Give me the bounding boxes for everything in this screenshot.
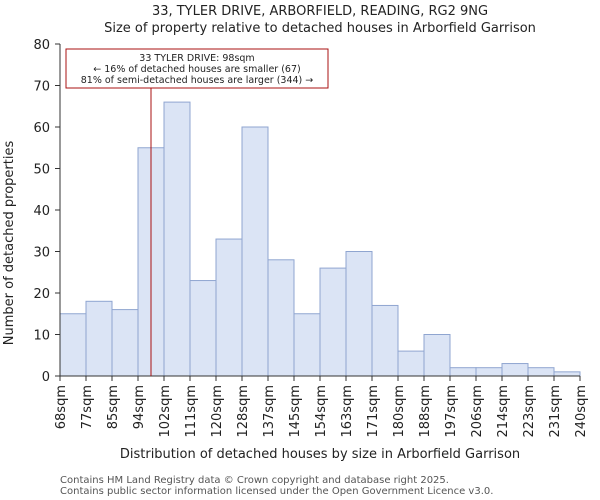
x-tick-label: 145sqm bbox=[288, 385, 303, 438]
x-tick-label: 163sqm bbox=[340, 385, 355, 438]
bar-111sqm bbox=[189, 280, 217, 377]
x-tick-label: 77sqm bbox=[80, 385, 95, 429]
bar-85sqm bbox=[111, 309, 139, 377]
bar-102sqm bbox=[163, 101, 191, 377]
x-tick-label: 231sqm bbox=[548, 385, 563, 438]
bar-120sqm bbox=[215, 238, 243, 377]
x-tick-label: 154sqm bbox=[314, 385, 329, 438]
y-tick-label: 60 bbox=[33, 121, 50, 136]
y-tick-label: 20 bbox=[33, 287, 50, 302]
x-tick-label: 68sqm bbox=[54, 385, 69, 429]
x-tick-label: 102sqm bbox=[158, 385, 173, 438]
x-axis-ticks: 68sqm 77sqm 85sqm 94sqm 102sqm 111sqm 120sqm 12… bbox=[54, 376, 589, 438]
bar-77sqm bbox=[85, 300, 113, 377]
bar-223sqm bbox=[527, 367, 555, 377]
x-tick-label: 171sqm bbox=[366, 385, 381, 438]
annotation-line-1: 33 TYLER DRIVE: 98sqm bbox=[139, 53, 254, 64]
y-axis-label: Number of detached properties bbox=[2, 141, 17, 346]
y-tick-label: 0 bbox=[42, 370, 50, 385]
footer-line-1: Contains HM Land Registry data © Crown c… bbox=[60, 475, 449, 486]
footer-line-2: Contains public sector information licen… bbox=[60, 486, 493, 497]
bar-214sqm bbox=[501, 363, 529, 377]
annotation-box: 33 TYLER DRIVE: 98sqm ← 16% of detached … bbox=[65, 48, 329, 89]
y-tick-label: 50 bbox=[33, 163, 50, 178]
x-tick-label: 111sqm bbox=[184, 385, 199, 438]
bar-206sqm bbox=[475, 367, 503, 377]
y-tick-label: 30 bbox=[33, 246, 50, 261]
chart-title: 33, TYLER DRIVE, ARBORFIELD, READING, RG… bbox=[152, 4, 488, 19]
x-tick-label: 240sqm bbox=[574, 385, 589, 438]
x-tick-label: 94sqm bbox=[132, 385, 147, 429]
bar-163sqm bbox=[345, 251, 373, 377]
x-tick-label: 188sqm bbox=[418, 385, 433, 438]
x-tick-label: 197sqm bbox=[444, 385, 459, 438]
bar-68sqm bbox=[59, 313, 87, 377]
y-tick-label: 70 bbox=[33, 80, 50, 95]
x-tick-label: 223sqm bbox=[522, 385, 537, 438]
bar-188sqm bbox=[423, 334, 451, 377]
bar-128sqm bbox=[241, 126, 269, 377]
y-tick-label: 80 bbox=[33, 38, 50, 53]
x-tick-label: 206sqm bbox=[470, 385, 485, 438]
bar-231sqm bbox=[553, 371, 581, 377]
x-tick-label: 128sqm bbox=[236, 385, 251, 438]
y-tick-label: 10 bbox=[33, 329, 50, 344]
bars-group bbox=[59, 101, 581, 377]
annotation-line-2: ← 16% of detached houses are smaller (67… bbox=[93, 64, 300, 75]
bar-137sqm bbox=[267, 259, 295, 377]
annotation-line-3: 81% of semi-detached houses are larger (… bbox=[81, 75, 314, 86]
x-tick-label: 137sqm bbox=[262, 385, 277, 438]
bar-180sqm bbox=[397, 350, 425, 377]
bar-145sqm bbox=[293, 313, 321, 377]
bar-154sqm bbox=[319, 267, 347, 377]
x-tick-label: 120sqm bbox=[210, 385, 225, 438]
y-tick-label: 40 bbox=[33, 204, 50, 219]
y-axis-ticks: 0 10 20 30 40 50 60 70 80 bbox=[33, 38, 60, 385]
x-axis-label: Distribution of detached houses by size … bbox=[120, 447, 520, 462]
x-tick-label: 85sqm bbox=[106, 385, 121, 429]
bar-197sqm bbox=[449, 367, 477, 377]
chart-subtitle: Size of property relative to detached ho… bbox=[104, 21, 536, 36]
bar-171sqm bbox=[371, 304, 399, 377]
x-tick-label: 180sqm bbox=[392, 385, 407, 438]
x-tick-label: 214sqm bbox=[496, 385, 511, 438]
